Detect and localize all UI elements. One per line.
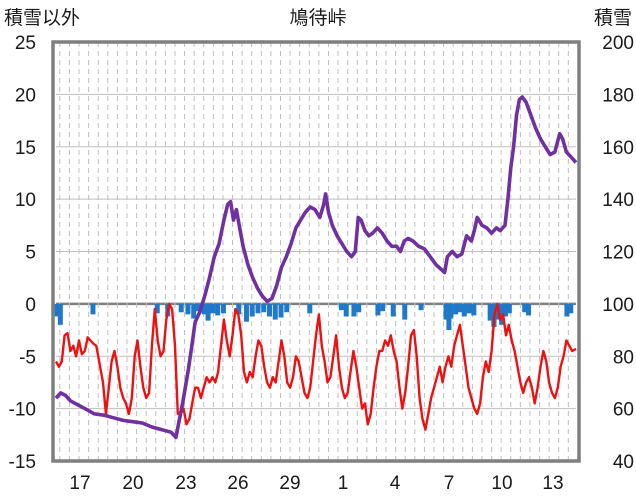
precip-bar-40 <box>471 303 477 316</box>
precip-bar-22 <box>284 303 290 313</box>
x-axis-ticks: 17 20 23 26 29 1 4 7 10 13 <box>69 473 563 494</box>
precip-bar-8 <box>195 303 201 312</box>
x-tick-label-7: 7 <box>444 473 455 494</box>
grid <box>56 41 576 462</box>
left-tick-label-1: 20 <box>15 85 36 106</box>
precip-bar-46 <box>506 303 512 314</box>
left-tick-label-3: 10 <box>15 190 36 211</box>
precip-bar-28 <box>375 303 381 316</box>
precip-bar-47 <box>522 303 528 313</box>
x-tick-label-5: 1 <box>338 473 349 494</box>
precip-bar-27 <box>356 303 362 313</box>
precip-bar-35 <box>448 303 454 319</box>
chart-title: 鳩待峠 <box>289 7 346 29</box>
precip-bar-49 <box>564 303 570 317</box>
precip-bar-24 <box>338 303 344 311</box>
precip-bar-48 <box>526 303 532 316</box>
right-axis-label: 積雪 <box>594 7 632 29</box>
right-tick-label-7: 60 <box>613 400 634 421</box>
precip-bar-37 <box>456 303 462 313</box>
right-tick-label-8: 40 <box>613 452 634 473</box>
precip-bar-29 <box>380 303 386 312</box>
precip-bar-30 <box>390 303 396 317</box>
precip-bar-23 <box>307 303 313 314</box>
right-tick-label-6: 80 <box>613 347 634 368</box>
right-axis-ticks: 200 180 160 140 120 100 80 60 40 <box>602 33 634 473</box>
x-tick-label-4: 29 <box>279 473 300 494</box>
left-tick-label-5: 0 <box>25 295 36 316</box>
x-tick-label-1: 20 <box>122 473 143 494</box>
x-tick-label-6: 4 <box>390 473 401 494</box>
precip-bar-12 <box>215 303 221 316</box>
right-tick-label-0: 200 <box>602 33 634 54</box>
precip-bar-5 <box>178 303 184 313</box>
precip-bar-10 <box>205 303 211 321</box>
precip-bar-16 <box>249 303 255 317</box>
x-tick-label-3: 26 <box>227 473 248 494</box>
plot-frame <box>51 40 581 463</box>
precip-bar-1 <box>57 303 63 325</box>
precip-bar-25 <box>343 303 349 317</box>
x-tick-label-8: 10 <box>491 473 512 494</box>
precip-bar-31 <box>402 303 408 320</box>
precip-bar-14 <box>236 303 242 315</box>
left-axis-ticks: 25 20 15 10 5 0 -5 -10 -15 <box>9 33 36 473</box>
precip-bar-2 <box>90 303 96 315</box>
precip-bar-32 <box>418 303 424 311</box>
precip-bar-21 <box>278 303 284 318</box>
left-axis-label: 積雪以外 <box>4 7 80 29</box>
precip-bar-44 <box>499 303 505 325</box>
precip-bar-33 <box>443 303 449 320</box>
precip-bar-39 <box>466 303 472 314</box>
right-tick-label-1: 180 <box>602 85 634 106</box>
precip-bar-0 <box>54 303 59 317</box>
series-group <box>54 95 578 440</box>
left-tick-label-4: 5 <box>25 243 36 264</box>
precip-bar-3 <box>154 303 160 314</box>
precip-bar-13 <box>220 303 226 314</box>
right-tick-label-5: 100 <box>602 295 634 316</box>
precip-bar-15 <box>243 303 249 322</box>
precip-bar-19 <box>266 303 272 317</box>
temperature-line <box>54 302 577 431</box>
precip-bar-50 <box>568 303 574 314</box>
precip-bar-36 <box>453 303 459 315</box>
precip-bar-6 <box>185 303 191 315</box>
x-tick-label-0: 17 <box>69 473 90 494</box>
precip-bar-45 <box>503 303 509 317</box>
precip-bar-17 <box>255 303 261 314</box>
right-tick-label-3: 140 <box>602 190 634 211</box>
precip-bar-20 <box>272 303 278 320</box>
precip-bar-7 <box>191 303 197 319</box>
precip-bar-38 <box>461 303 467 317</box>
right-tick-label-2: 160 <box>602 138 634 159</box>
precip-bar-18 <box>261 303 267 313</box>
precip-bar-11 <box>210 303 216 314</box>
left-tick-label-7: -10 <box>9 400 36 421</box>
snow-depth-line <box>54 95 578 440</box>
left-tick-label-6: -5 <box>19 347 36 368</box>
x-tick-label-2: 23 <box>175 473 196 494</box>
precip-bar-26 <box>351 303 357 317</box>
precip-bar-41 <box>487 303 493 321</box>
precip-bar-9 <box>201 303 207 315</box>
right-tick-label-4: 120 <box>602 243 634 264</box>
x-tick-label-9: 13 <box>542 473 563 494</box>
left-tick-label-0: 25 <box>15 33 36 54</box>
left-tick-label-2: 15 <box>15 138 36 159</box>
left-tick-label-8: -15 <box>9 452 36 473</box>
